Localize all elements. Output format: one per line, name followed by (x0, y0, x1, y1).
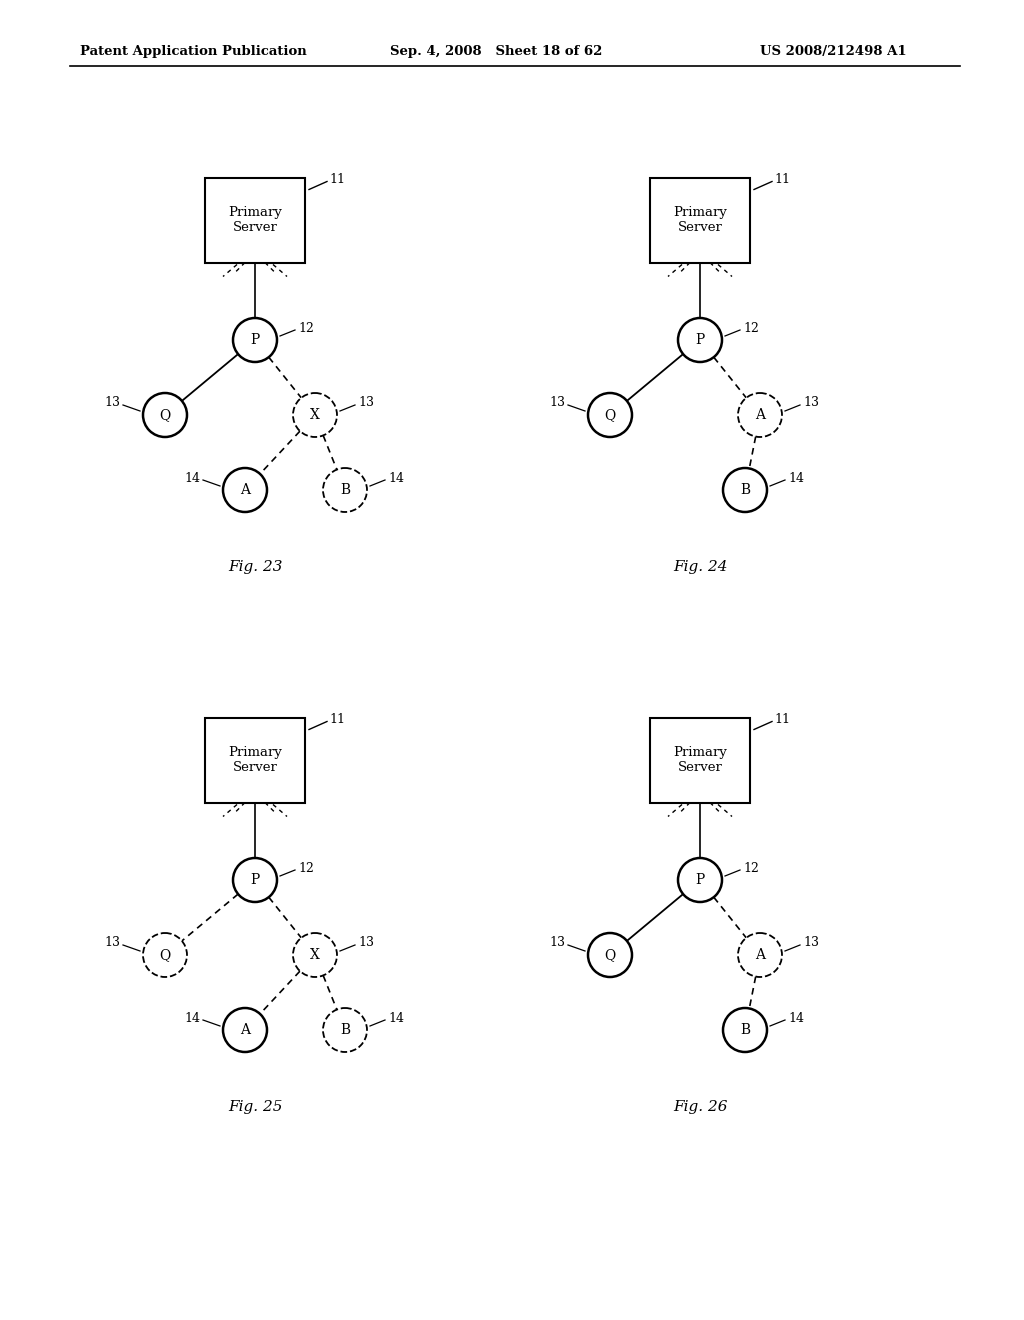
Text: 13: 13 (549, 936, 565, 949)
Text: 12: 12 (298, 862, 314, 874)
Text: P: P (695, 333, 705, 347)
Text: A: A (755, 408, 765, 422)
Circle shape (223, 469, 267, 512)
Text: 14: 14 (184, 1011, 200, 1024)
Circle shape (233, 858, 278, 902)
Text: 11: 11 (329, 173, 345, 186)
Circle shape (738, 393, 782, 437)
Text: 13: 13 (104, 396, 120, 409)
Text: A: A (240, 483, 250, 498)
Text: P: P (251, 873, 260, 887)
Bar (205, 177, 305, 263)
Text: Fig. 25: Fig. 25 (227, 1100, 283, 1114)
Text: Q: Q (160, 948, 171, 962)
Text: Q: Q (604, 408, 615, 422)
Text: 13: 13 (358, 396, 374, 409)
Circle shape (588, 393, 632, 437)
Text: 13: 13 (803, 936, 819, 949)
Circle shape (223, 1008, 267, 1052)
Circle shape (723, 469, 767, 512)
Circle shape (678, 318, 722, 362)
Circle shape (143, 393, 187, 437)
Text: P: P (251, 333, 260, 347)
Text: Patent Application Publication: Patent Application Publication (80, 45, 307, 58)
Circle shape (723, 1008, 767, 1052)
Circle shape (293, 933, 337, 977)
Text: X: X (310, 408, 319, 422)
Text: Fig. 26: Fig. 26 (673, 1100, 727, 1114)
Bar (205, 718, 305, 803)
Text: 13: 13 (803, 396, 819, 409)
Text: 14: 14 (388, 471, 404, 484)
Text: Sep. 4, 2008   Sheet 18 of 62: Sep. 4, 2008 Sheet 18 of 62 (390, 45, 602, 58)
Text: Primary
Server: Primary Server (673, 746, 727, 774)
Circle shape (293, 393, 337, 437)
Text: A: A (240, 1023, 250, 1038)
Text: 14: 14 (388, 1011, 404, 1024)
Text: X: X (310, 948, 319, 962)
Text: Fig. 24: Fig. 24 (673, 560, 727, 574)
Text: 14: 14 (788, 471, 804, 484)
Circle shape (738, 933, 782, 977)
Circle shape (588, 933, 632, 977)
Text: 14: 14 (184, 471, 200, 484)
Text: 12: 12 (298, 322, 314, 334)
Circle shape (678, 858, 722, 902)
Circle shape (323, 1008, 367, 1052)
Text: B: B (740, 1023, 750, 1038)
Text: Primary
Server: Primary Server (228, 746, 282, 774)
Text: 13: 13 (549, 396, 565, 409)
Text: Primary
Server: Primary Server (673, 206, 727, 234)
Circle shape (143, 933, 187, 977)
Text: B: B (740, 483, 750, 498)
Text: 12: 12 (743, 862, 759, 874)
Circle shape (233, 318, 278, 362)
Text: B: B (340, 1023, 350, 1038)
Text: Q: Q (604, 948, 615, 962)
Bar (650, 718, 750, 803)
Text: Q: Q (160, 408, 171, 422)
Text: P: P (695, 873, 705, 887)
Bar (650, 177, 750, 263)
Text: 11: 11 (774, 713, 790, 726)
Text: 11: 11 (774, 173, 790, 186)
Text: 14: 14 (788, 1011, 804, 1024)
Text: Fig. 23: Fig. 23 (227, 560, 283, 574)
Text: A: A (755, 948, 765, 962)
Text: B: B (340, 483, 350, 498)
Text: Primary
Server: Primary Server (228, 206, 282, 234)
Text: 13: 13 (358, 936, 374, 949)
Text: US 2008/212498 A1: US 2008/212498 A1 (760, 45, 906, 58)
Circle shape (323, 469, 367, 512)
Text: 13: 13 (104, 936, 120, 949)
Text: 11: 11 (329, 713, 345, 726)
Text: 12: 12 (743, 322, 759, 334)
